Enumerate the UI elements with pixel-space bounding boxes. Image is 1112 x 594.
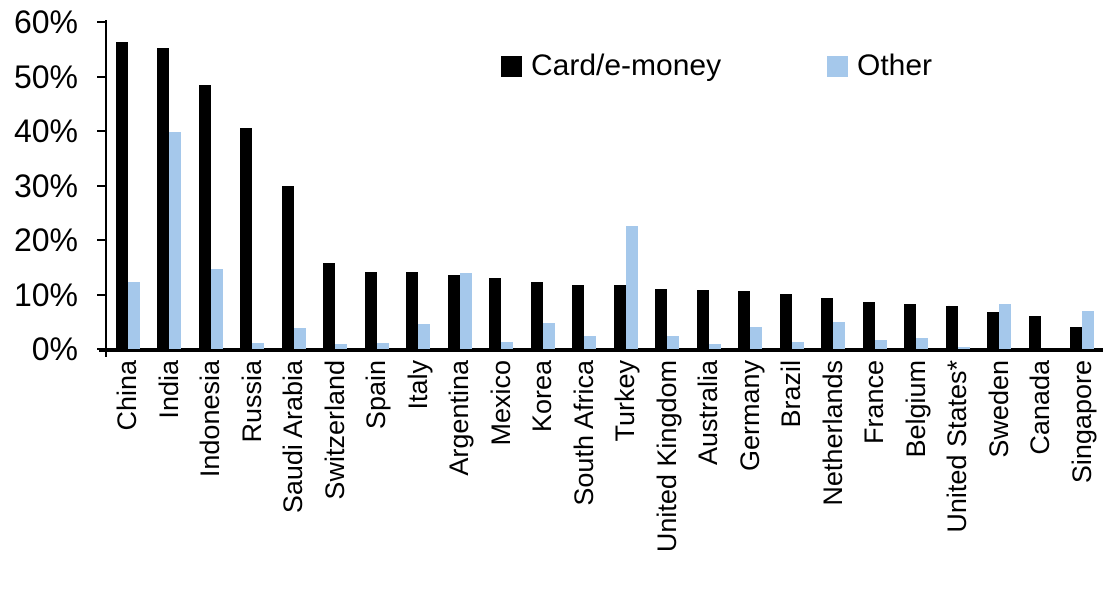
bar-other-indonesia	[210, 269, 223, 349]
bar-card-e-money-canada	[1028, 315, 1041, 349]
bar-card-e-money-china	[115, 42, 128, 349]
bar-card-e-money-spain	[364, 271, 377, 349]
bar-card-e-money-russia	[240, 127, 253, 349]
x-label-text: Russia	[236, 360, 267, 443]
bar-other-russia	[252, 343, 265, 349]
bar-other-korea	[542, 323, 555, 349]
legend-item-other: Other	[827, 49, 933, 82]
x-label-text: Switzerland	[319, 360, 350, 500]
x-label-text: Saudi Arabia	[278, 360, 309, 514]
bar-card-e-money-turkey	[613, 285, 626, 349]
y-axis-tick	[97, 130, 105, 132]
bar-other-argentina	[459, 273, 472, 349]
bar-card-e-money-germany	[738, 291, 751, 349]
chart-legend: Card/e-money Other	[0, 49, 1112, 82]
x-label-text: Argentina	[444, 360, 475, 476]
bar-other-belgium	[916, 337, 929, 349]
x-label-text: Australia	[693, 360, 724, 466]
bar-other-india	[169, 132, 182, 349]
bar-other-south-africa	[584, 335, 597, 349]
y-tick-label: 0%	[31, 331, 78, 367]
x-label-text: Belgium	[900, 360, 931, 458]
y-tick-label: 60%	[13, 4, 78, 40]
y-axis-tick	[97, 75, 105, 78]
x-label-text: South Africa	[568, 360, 599, 506]
bar-card-e-money-united-kingdom	[655, 288, 668, 349]
legend-label-card-e-money: Card/e-money	[531, 49, 722, 82]
x-label-text: Italy	[402, 360, 433, 410]
bar-card-e-money-indonesia	[198, 85, 211, 349]
legend-label-other: Other	[857, 49, 933, 82]
bar-card-e-money-korea	[530, 281, 543, 349]
x-label-text: Turkey	[610, 360, 641, 442]
y-axis-tick	[97, 21, 105, 23]
bar-card-e-money-singapore	[1070, 327, 1083, 349]
bar-other-united-states	[957, 346, 970, 349]
x-label-text: Singapore	[1066, 360, 1097, 484]
bar-other-turkey	[625, 225, 638, 349]
bar-other-germany	[750, 327, 763, 349]
x-label-text: Korea	[527, 360, 558, 433]
bar-card-e-money-brazil	[779, 293, 792, 349]
bar-other-united-kingdom	[667, 336, 680, 349]
y-tick-label: 50%	[13, 58, 78, 95]
y-axis-tick	[97, 293, 105, 296]
y-axis-tick	[97, 239, 105, 241]
bar-other-brazil	[791, 341, 804, 349]
bar-card-e-money-australia	[696, 290, 709, 349]
x-label-text: France	[859, 360, 890, 445]
bar-other-spain	[376, 343, 389, 349]
other-swatch-icon	[827, 55, 848, 77]
bar-card-e-money-belgium	[904, 304, 917, 349]
y-axis-tick	[97, 184, 105, 187]
x-label-text: Spain	[361, 360, 392, 430]
x-label-text: India	[153, 360, 184, 419]
x-label-text: Mexico	[485, 360, 516, 446]
bar-card-e-money-france	[862, 301, 875, 349]
bar-other-italy	[418, 323, 431, 349]
bar-card-e-money-argentina	[447, 275, 460, 349]
x-label-text: Indonesia	[195, 360, 226, 478]
bar-other-sweden	[999, 303, 1012, 349]
bar-other-china	[127, 281, 140, 349]
x-label-text: Netherlands	[817, 360, 848, 506]
bar-card-e-money-saudi-arabia	[281, 186, 294, 349]
bar-card-e-money-italy	[406, 272, 419, 349]
x-label-text: Brazil	[776, 360, 807, 428]
bar-card-e-money-united-states	[945, 305, 958, 349]
bar-card-e-money-south-africa	[572, 284, 585, 349]
y-axis-line	[105, 20, 107, 357]
bar-card-e-money-netherlands	[821, 298, 834, 349]
card-e-money-swatch-icon	[501, 55, 522, 77]
bar-card-e-money-sweden	[987, 312, 1000, 349]
y-tick-label: 20%	[13, 222, 78, 258]
y-tick-label: 10%	[13, 276, 78, 313]
bar-other-france	[874, 339, 887, 349]
legend-item-card-e-money: Card/e-money	[501, 49, 722, 82]
x-label-text: Germany	[734, 360, 765, 472]
x-label-text: Canada	[1025, 360, 1056, 455]
x-label-text: United Kingdom	[651, 360, 682, 553]
bar-card-e-money-mexico	[489, 278, 502, 349]
bar-other-australia	[708, 343, 721, 349]
bar-other-switzerland	[335, 343, 348, 349]
bar-other-singapore	[1082, 311, 1095, 349]
bar-other-netherlands	[833, 322, 846, 349]
x-axis-line	[99, 348, 1103, 352]
x-label-text: Sweden	[983, 360, 1014, 458]
y-tick-label: 30%	[13, 167, 78, 204]
x-label-text: China	[112, 360, 143, 431]
x-label-text: United States*	[942, 360, 973, 533]
bar-other-mexico	[501, 341, 514, 349]
bar-other-saudi-arabia	[293, 327, 306, 349]
bar-card-e-money-switzerland	[323, 263, 336, 349]
y-tick-label: 40%	[13, 113, 78, 149]
bar-card-e-money-india	[157, 48, 170, 349]
